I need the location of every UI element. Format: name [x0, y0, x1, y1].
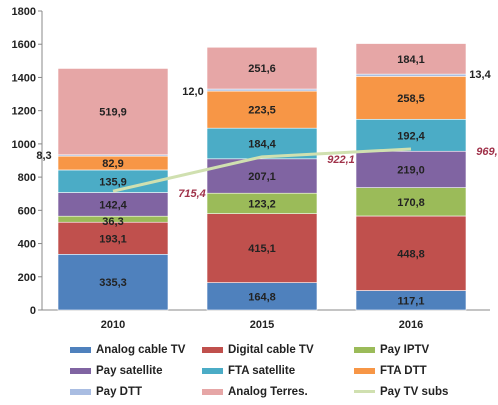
legend-swatch	[202, 346, 223, 353]
bar-segment	[206, 46, 318, 90]
data-label: 8,3	[36, 150, 51, 162]
line-data-label: 969,0	[476, 146, 498, 158]
stacked-bar-chart: 0 200 400 600 800 1000 1200 1400 1600 1800 335,3 16…	[12, 6, 498, 331]
legend-row: Analog cable TV Digital cable TV Pay IPT…	[70, 339, 490, 360]
data-label: 135,9	[99, 176, 127, 188]
bar-segment	[355, 150, 467, 188]
legend-swatch	[202, 388, 223, 395]
bar-segment	[355, 118, 467, 152]
line-data-label: 922,1	[327, 154, 355, 166]
y-tick-label: 1600	[12, 39, 36, 51]
bar-segment	[355, 43, 467, 75]
legend-swatch	[70, 388, 91, 395]
legend-label: FTA DTT	[380, 364, 427, 377]
data-label: 184,1	[397, 54, 425, 66]
bar-segment	[57, 68, 169, 156]
legend-swatch	[202, 367, 223, 374]
data-label: 12,0	[182, 86, 203, 98]
data-label: 13,4	[469, 69, 491, 81]
data-label: 219,0	[397, 164, 425, 176]
bar-segment	[355, 76, 467, 120]
y-tick-label: 1400	[12, 72, 36, 84]
bar-segment	[355, 187, 467, 217]
legend-label: Analog cable TV	[96, 343, 186, 356]
legend-swatch	[354, 346, 375, 353]
legend-item-fta-dtt: FTA DTT	[354, 365, 484, 377]
legend-swatch	[354, 390, 375, 393]
legend-row: Pay DTT Analog Terres. Pay TV subs	[70, 381, 490, 402]
x-tick-label: 2010	[101, 319, 125, 331]
data-label: 448,8	[397, 248, 425, 260]
line-data-label: 715,4	[178, 188, 206, 200]
bar-segment	[355, 73, 467, 77]
data-label: 519,9	[99, 107, 127, 119]
data-label: 258,5	[397, 93, 425, 105]
data-label: 117,1	[398, 295, 425, 307]
bar-segment	[57, 254, 169, 311]
data-label: 207,1	[248, 171, 276, 183]
data-label: 36,3	[102, 216, 123, 228]
data-label: 223,5	[248, 105, 276, 117]
legend-item-fta-satellite: FTA satellite	[202, 365, 354, 377]
data-label: 82,9	[102, 158, 123, 170]
legend-item-pay-satellite: Pay satellite	[70, 365, 202, 377]
data-label: 142,4	[99, 199, 127, 211]
y-tick-label: 800	[18, 172, 36, 184]
legend-label: FTA satellite	[228, 364, 296, 377]
bar-segment	[206, 213, 318, 283]
legend-swatch	[70, 367, 91, 374]
legend-item-analog-terres: Analog Terres.	[202, 386, 354, 398]
legend-label: Pay DTT	[96, 385, 143, 398]
legend-item-digital-cable-tv: Digital cable TV	[202, 344, 354, 356]
pay-tv-subs-line	[112, 147, 412, 193]
data-label: 184,4	[248, 138, 276, 150]
y-tick-label: 400	[18, 239, 36, 251]
bar-segment	[355, 215, 467, 291]
legend-row: Pay satellite FTA satellite FTA DTT	[70, 360, 490, 381]
x-tick-label: 2016	[399, 319, 423, 331]
bar-segment	[206, 90, 318, 129]
legend-swatch	[354, 367, 375, 374]
data-label: 164,8	[248, 291, 276, 303]
bar-segment	[57, 221, 169, 255]
data-label: 123,2	[248, 198, 276, 210]
y-tick-label: 600	[18, 205, 36, 217]
data-label: 335,3	[99, 277, 127, 289]
legend-item-analog-cable-tv: Analog cable TV	[70, 344, 202, 356]
y-tick-label: 1000	[12, 139, 36, 151]
legend-label: Digital cable TV	[228, 343, 314, 356]
y-tick-label: 1200	[12, 106, 36, 118]
x-tick-label: 2015	[250, 319, 274, 331]
data-label: 251,6	[248, 63, 276, 75]
data-label: 170,8	[397, 197, 425, 209]
y-tick-label: 200	[18, 272, 36, 284]
legend-label: Pay TV subs	[380, 385, 449, 398]
chart-legend: Analog cable TV Digital cable TV Pay IPT…	[70, 339, 490, 402]
legend-item-pay-iptv: Pay IPTV	[354, 344, 484, 356]
legend-item-pay-dtt: Pay DTT	[70, 386, 202, 398]
y-tick-label: 0	[30, 305, 36, 317]
data-label: 193,1	[99, 233, 127, 245]
legend-label: Pay IPTV	[380, 343, 430, 356]
legend-label: Pay satellite	[96, 364, 163, 377]
legend-label: Analog Terres.	[228, 385, 308, 398]
data-label: 415,1	[248, 243, 276, 255]
legend-item-pay-tv-subs: Pay TV subs	[354, 386, 484, 398]
legend-swatch	[70, 346, 91, 353]
y-tick-label: 1800	[12, 6, 36, 18]
data-label: 192,4	[397, 130, 425, 142]
